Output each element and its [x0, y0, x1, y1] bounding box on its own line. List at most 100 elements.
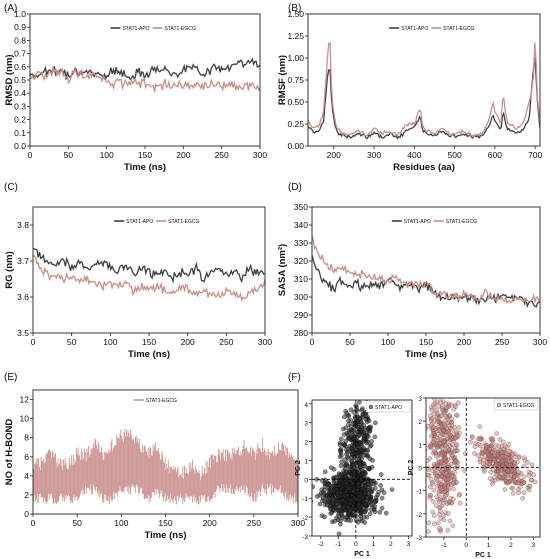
x-tick-label: 250 [219, 337, 233, 347]
scatter-point [527, 487, 532, 493]
y-tick-label: 300 [294, 292, 308, 302]
scatter-point [372, 499, 378, 504]
y-tick-label: 10 [20, 414, 30, 424]
scatter-point [448, 436, 453, 442]
scatter-point [500, 450, 506, 455]
scatter-point [451, 407, 456, 412]
scatter-point [486, 456, 491, 462]
x-tick-label: 50 [67, 337, 77, 347]
x-tick-label: 300 [258, 337, 272, 347]
chart-panel-2: (C) 0 50 100 150 200 250 300 3.5 3.6 3.7 3.8 Time (n… [4, 182, 272, 360]
scatter-point [347, 486, 352, 491]
scatter-point [441, 410, 447, 415]
scatter-point [525, 460, 530, 465]
scatter-point [492, 453, 497, 458]
scatter-point [426, 472, 431, 478]
y-tick-label: 3 [304, 421, 308, 428]
scatter-point [347, 508, 353, 513]
scatter-point [497, 437, 503, 442]
scatter-point [525, 485, 530, 491]
y-tick-label: 350 [294, 202, 308, 212]
scatter-point [512, 477, 517, 483]
scatter-point [451, 476, 457, 481]
scatter-point [330, 501, 335, 506]
scatter-point [359, 518, 365, 524]
panel-label: (C) [4, 182, 18, 193]
scatter-point [447, 419, 452, 425]
scatter-point [437, 441, 442, 446]
scatter-point [436, 367, 440, 371]
scatter-point [378, 483, 383, 488]
x-axis-label: Time (ns) [128, 349, 170, 360]
scatter-point [364, 440, 369, 446]
scatter-point [431, 411, 437, 417]
plot-frame [307, 13, 541, 147]
scatter-point [428, 477, 434, 482]
scatter-point [324, 502, 330, 508]
scatter-point [502, 487, 508, 492]
scatter-point [526, 473, 532, 478]
scatter-point [441, 513, 447, 518]
scatter-point [455, 463, 460, 469]
y-tick-label: -2 [416, 512, 422, 519]
legend-label: STAT1-EGCG [168, 219, 199, 225]
x-tick-label: 3 [531, 542, 535, 549]
scatter-point [367, 511, 373, 516]
scatter-point [448, 374, 452, 378]
scatter-point [521, 480, 527, 485]
scatter-point [487, 476, 493, 481]
scatter-point [482, 469, 487, 474]
x-tick-label: 200 [176, 150, 190, 160]
y-tick-label: 0.9 [14, 22, 26, 32]
scatter-point [509, 468, 515, 473]
scatter-point [494, 431, 499, 436]
scatter-point [383, 510, 389, 516]
x-tick-label: 600 [488, 150, 502, 160]
scatter-point [343, 466, 348, 472]
series-line-1 [33, 254, 265, 303]
scatter-point [445, 511, 451, 516]
chart-panel-3: (D) 0 50 100 150 200 250 300 280 290 300 310 320 330 3… [277, 182, 547, 360]
scatter-point [428, 444, 434, 449]
scatter-point [440, 497, 446, 503]
scatter-point [341, 474, 347, 479]
y-tick-label: 0 [24, 509, 29, 519]
scatter-point [346, 413, 351, 419]
y-tick-label: 3.5 [17, 328, 29, 338]
legend-box [365, 401, 411, 413]
scatter-point [447, 518, 453, 524]
scatter-point [362, 463, 368, 469]
scatter-point [338, 494, 343, 499]
scatter-point [521, 463, 527, 469]
x-axis-label: Residues (aa) [393, 162, 455, 173]
scatter-point [431, 487, 437, 493]
scatter-point [434, 389, 438, 393]
scatter-point [444, 415, 450, 420]
scatter-point [435, 456, 441, 461]
scatter-point [389, 487, 395, 492]
scatter-point [438, 516, 444, 521]
y-axis-label: RG (nm) [4, 251, 15, 288]
scatter-point [326, 482, 332, 487]
scatter-point [442, 482, 447, 488]
y-tick-label: 280 [294, 328, 308, 338]
scatter-point [369, 464, 375, 470]
plot-area [33, 247, 265, 303]
scatter-point [496, 458, 502, 463]
scatter-point [376, 490, 381, 495]
scatter-point [325, 498, 330, 503]
scatter-point [328, 489, 334, 495]
scatter-point [337, 454, 343, 460]
legend-label: STAT1-APO [375, 405, 402, 411]
scatter-point [441, 439, 446, 445]
scatter-point [499, 450, 504, 455]
scatter-point [443, 493, 448, 499]
scatter-point [472, 444, 478, 449]
scatter-point [358, 510, 364, 515]
x-axis-label: Time (ns) [144, 530, 186, 541]
scatter-point [431, 521, 437, 527]
scatter-point [510, 451, 515, 457]
scatter-point [476, 436, 481, 441]
scatter-point [368, 443, 374, 448]
scatter-point [434, 419, 440, 425]
